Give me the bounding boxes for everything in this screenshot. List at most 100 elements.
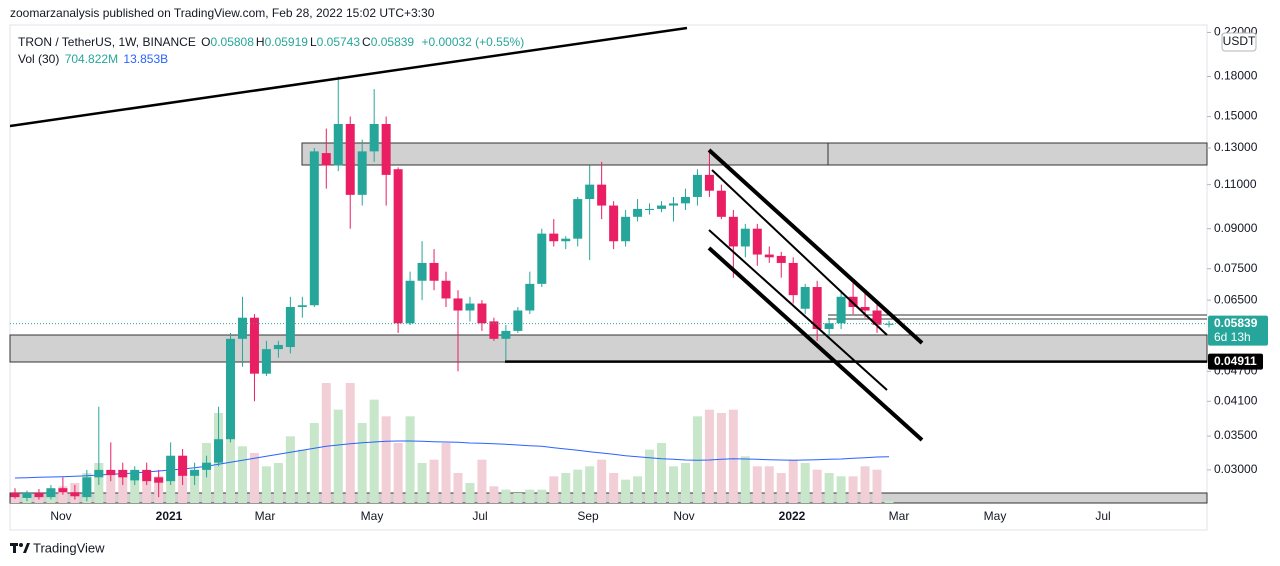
candle-body [800,287,810,309]
candle-body [34,493,44,498]
volume-bar [680,463,690,503]
time-axis: Nov 2021 Mar May Jul Sep Nov 2022 Mar May Jul [50,509,1110,523]
candle-body [357,151,367,195]
volume-bar [58,486,68,503]
y-tick-label: 0.03000 [1214,462,1258,476]
price-axis: 0.220000.180000.150000.130000.110000.090… [1207,25,1268,476]
currency: USDT [1223,34,1256,48]
volume-bar [836,476,846,503]
volume-bar [692,416,702,503]
channel-line [707,246,924,442]
volume-bar [321,383,331,503]
candle-body [417,262,427,281]
volume-bar [237,446,247,503]
channel-line [707,148,924,345]
logo-part [13,543,16,553]
volume-bar [764,466,774,503]
volume-bar [716,413,726,503]
candle-body [58,488,68,493]
volume-bar [297,449,307,503]
volume-bar [788,459,798,503]
volume-bar [34,496,44,503]
x-tick-label: Nov [673,509,694,523]
volume-bar [740,456,750,503]
candle-body [154,477,164,483]
volume-bar [477,459,487,503]
volume-bar [261,466,271,503]
candle-body [261,349,271,374]
candle-body [585,184,595,200]
volume-bar [824,473,834,503]
currency-badge [1221,32,1257,52]
candle-body [668,203,678,206]
volume-bar [884,500,894,503]
candle-body [429,262,439,281]
volume-bar [118,476,128,503]
y-tick-label: 0.15000 [1214,109,1258,123]
volume-bar [848,476,858,503]
candle-body [776,255,786,263]
volume-bar [333,409,343,503]
volume-bar [752,466,762,503]
candle-body [166,455,176,482]
volume-pane [10,383,894,503]
x-tick-label: Mar [889,509,910,523]
candle-body [202,462,212,470]
candle-body [477,303,487,324]
candle-body [214,439,224,463]
volume-bar [381,416,391,503]
volume-bar [130,479,140,503]
x-tick-label: May [361,509,384,523]
candle-body [130,469,140,481]
candle-body [537,233,547,284]
candle-body [441,280,451,299]
candle-body [704,174,714,191]
volume-bar [178,473,188,503]
ohlc-value: 0.05839 [370,35,415,49]
candle-body [226,338,236,440]
candle-body [249,317,259,374]
volume-bar [142,473,152,503]
volume-bar [285,436,295,503]
y-tick-label: 0.04100 [1214,393,1258,407]
candle-body [740,228,750,247]
brand: TradingView [33,540,105,555]
candle-body [597,184,607,206]
candle-body [573,199,583,239]
volume-bar [561,473,571,503]
volume-bar [800,463,810,503]
symbol: TRON / TetherUS, 1W, BINANCE [18,35,196,49]
ohlc-label: C [362,35,371,49]
candle-body [633,208,643,217]
ohlc-label: O [201,35,211,49]
candle-body [728,216,738,247]
volume-bar [441,443,451,503]
candle-body [82,477,92,498]
volume-value: 704.822M [64,52,119,66]
candle-body [393,169,403,324]
volume-bar [190,469,200,503]
volume-bar [525,489,535,503]
candle-body [118,469,128,478]
candle-body [501,330,511,339]
volume-bar [573,469,583,503]
candle-body [884,323,894,325]
candle-body [453,298,463,311]
x-tick-label: 2021 [156,509,183,523]
lower-zone [9,492,1208,504]
volume-bar [728,409,738,503]
candle-body [549,233,559,242]
volume-bar [106,473,116,503]
candle-body [309,151,319,306]
ohlc: O0.05808 H0.05919 L0.05743 C0.05839 [201,35,416,49]
x-tick-label: May [984,509,1007,523]
y-tick-label: 0.03500 [1214,428,1258,442]
last-price-label: 0.05839 [1214,316,1258,330]
x-tick-label: Jul [1095,509,1110,523]
candle-body [405,280,415,324]
trendline [10,26,688,128]
candle-body [525,283,535,311]
candle-body [609,205,619,242]
volume-bar [872,469,882,503]
